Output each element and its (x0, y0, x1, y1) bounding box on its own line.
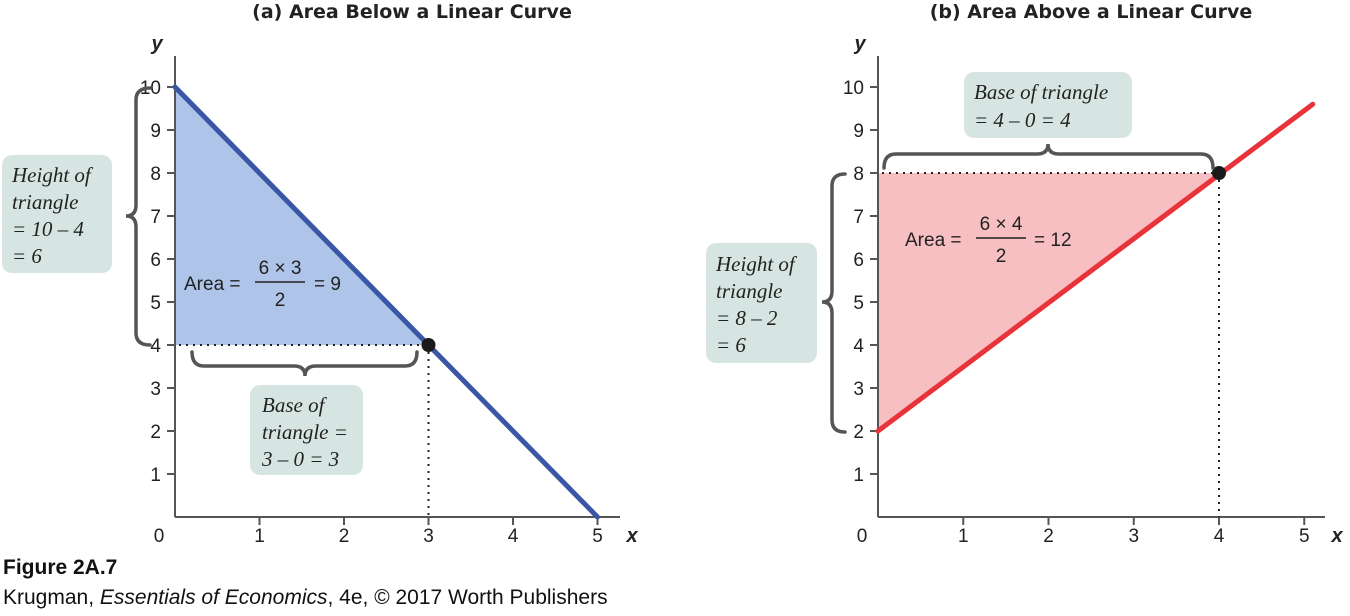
figure-credit: Krugman, Essentials of Economics, 4e, © … (3, 586, 608, 610)
panel-b-height-note-box (706, 243, 817, 363)
panel-b-x-tick-label: 3 (1128, 526, 1139, 547)
panel-a-x-tick-label: 5 (592, 526, 603, 547)
panel-b-y-axis-label: y (853, 33, 866, 55)
panel-a-height-note-box (2, 155, 112, 273)
panel-a-area-numerator: 6 × 3 (259, 258, 302, 279)
panel-b-x-tick-label: 5 (1299, 526, 1310, 547)
panel-b-base-note-box (964, 72, 1132, 138)
panel-a-area-denominator: 2 (275, 290, 286, 311)
panel-a-point (421, 338, 436, 352)
panel-a-base-brace (190, 350, 419, 377)
panel-b-y-tick-label: 8 (853, 164, 864, 185)
panel-b-y-tick-label: 5 (853, 293, 864, 314)
panel-b-area-denominator: 2 (996, 246, 1007, 267)
credit-author: Krugman, (3, 586, 100, 609)
panel-b-x-tick-labels: 1 2 3 4 5 (958, 526, 1310, 547)
panel-a-height-note-line: Height of (11, 163, 94, 187)
panel-b-y-tick-label: 2 (853, 422, 864, 443)
panel-b-y-tick-label: 1 (853, 465, 864, 486)
panel-b-area-label: Area = (905, 230, 962, 251)
panel-b-area-numerator: 6 × 4 (980, 214, 1023, 235)
panel-a-y-tick-label: 8 (150, 164, 161, 185)
panel-a-y-axis-label: y (150, 33, 163, 55)
panel-a-x-tick-labels: 1 2 3 4 5 (254, 526, 603, 547)
panel-a-y-tick-label: 1 (150, 465, 161, 486)
panel-a-height-note-line: = 10 – 4 (12, 217, 84, 241)
panel-b-x-tick-label: 4 (1214, 526, 1225, 547)
panel-b-height-note-line: triangle (716, 279, 783, 303)
panel-b-y-tick-label: 7 (853, 207, 864, 228)
figure-label: Figure 2A.7 (3, 556, 118, 579)
panel-a-title: (a) Area Below a Linear Curve (252, 1, 572, 23)
panel-a-height-note-line: = 6 (12, 244, 42, 268)
panel-b-x-axis-label: x (1330, 525, 1343, 547)
panel-a-y-tick-label: 5 (150, 293, 161, 314)
panel-b-y-tick-labels: 1 2 3 4 5 6 7 8 9 10 (843, 78, 865, 486)
panel-b-point (1212, 166, 1226, 180)
panel-a-x-axis-label: x (625, 525, 638, 547)
panel-b-y-tick-label: 9 (853, 121, 864, 142)
panel-a-area-result: = 9 (314, 274, 341, 295)
panel-b-x-tick-label: 2 (1043, 526, 1054, 547)
panel-a-x-tick-label: 2 (339, 526, 350, 547)
panel-b-area-result: = 12 (1034, 230, 1072, 251)
panel-b-base-note-line: Base of triangle (974, 80, 1108, 104)
panel-a-y-tick-labels: 1 2 3 4 5 6 7 8 9 10 (140, 78, 162, 486)
panel-b-base-brace (882, 143, 1215, 170)
panel-a-origin-label: 0 (154, 526, 165, 547)
credit-book-title: Essentials of Economics (99, 586, 328, 609)
panel-b-tick-marks (870, 86, 1306, 525)
panel-b-origin-label: 0 (857, 526, 868, 547)
figure-canvas: (a) Area Below a Linear Curve y x 0 1 2 … (2, 1, 1343, 547)
panel-b: (b) Area Above a Linear Curve y x 0 1 2 … (706, 1, 1343, 547)
panel-a-height-note-line: triangle (12, 190, 79, 214)
panel-a-area-label: Area = (184, 274, 241, 295)
panel-b-y-tick-label: 4 (853, 336, 864, 357)
panel-a-base-note-line: 3 – 0 = 3 (261, 447, 339, 471)
panel-a-y-tick-label: 7 (150, 207, 161, 228)
panel-a-base-note-line: triangle = (262, 420, 348, 444)
panel-a-demand-line (172, 84, 600, 520)
panel-b-x-tick-label: 1 (958, 526, 969, 547)
panel-a-base-note-line: Base of (262, 393, 328, 417)
panel-b-y-tick-label: 3 (853, 379, 864, 400)
panel-a: (a) Area Below a Linear Curve y x 0 1 2 … (2, 1, 638, 547)
panel-a-x-tick-label: 4 (508, 526, 519, 547)
panel-b-base-note-line: = 4 – 0 = 4 (974, 108, 1071, 132)
panel-a-y-tick-label: 3 (150, 379, 161, 400)
panel-a-y-tick-label: 9 (150, 121, 161, 142)
panel-a-y-tick-label: 2 (150, 422, 161, 443)
panel-b-height-note-line: = 6 (716, 333, 746, 357)
panel-b-y-tick-label: 6 (853, 250, 864, 271)
panel-b-height-note-line: = 8 – 2 (716, 306, 778, 330)
credit-publisher: , 4e, © 2017 Worth Publishers (327, 586, 608, 609)
panel-a-y-tick-label: 4 (150, 336, 161, 357)
panel-a-y-tick-label: 6 (150, 250, 161, 271)
panel-a-base-note-box (250, 385, 363, 475)
panel-a-height-brace (125, 86, 152, 347)
panel-a-x-tick-label: 1 (254, 526, 265, 547)
panel-b-y-tick-label: 10 (843, 78, 864, 99)
panel-b-title: (b) Area Above a Linear Curve (930, 1, 1253, 23)
panel-b-height-brace (821, 172, 847, 434)
panel-b-supply-line (875, 101, 1316, 434)
panel-a-x-tick-label: 3 (423, 526, 434, 547)
panel-b-height-note-line: Height of (715, 252, 798, 276)
